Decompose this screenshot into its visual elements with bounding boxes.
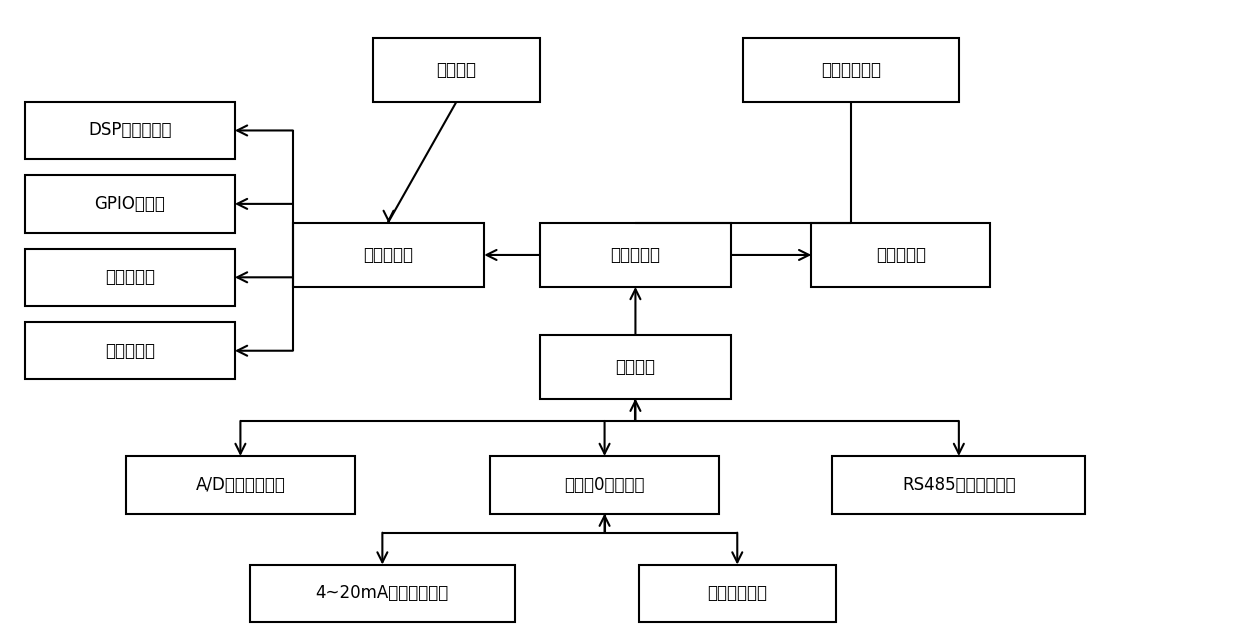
Text: 脉冲输出模块: 脉冲输出模块: [707, 584, 768, 602]
FancyBboxPatch shape: [249, 565, 515, 622]
Text: 主监控程序: 主监控程序: [610, 246, 661, 264]
FancyBboxPatch shape: [539, 335, 732, 399]
Text: DSP系统初始化: DSP系统初始化: [88, 122, 171, 140]
Text: 人机接口模块: 人机接口模块: [821, 61, 882, 79]
Text: 算法初始化: 算法初始化: [105, 342, 155, 360]
Text: RS485通讯中断模块: RS485通讯中断模块: [901, 476, 1016, 494]
Text: 4~20mA电流输出模块: 4~20mA电流输出模块: [316, 584, 449, 602]
FancyBboxPatch shape: [490, 456, 719, 513]
FancyBboxPatch shape: [25, 102, 234, 159]
Text: GPIO初始化: GPIO初始化: [94, 195, 165, 213]
FancyBboxPatch shape: [832, 456, 1085, 513]
FancyBboxPatch shape: [25, 249, 234, 306]
FancyBboxPatch shape: [539, 223, 732, 287]
FancyBboxPatch shape: [744, 38, 960, 102]
FancyBboxPatch shape: [126, 456, 355, 513]
FancyBboxPatch shape: [25, 175, 234, 232]
Text: 中断模块: 中断模块: [615, 357, 656, 375]
Text: 看门狗模块: 看门狗模块: [875, 246, 926, 264]
Text: 算法模块: 算法模块: [436, 61, 476, 79]
FancyBboxPatch shape: [639, 565, 836, 622]
FancyBboxPatch shape: [811, 223, 991, 287]
Text: 外设初始化: 外设初始化: [105, 269, 155, 287]
Text: A/D采样中断模块: A/D采样中断模块: [196, 476, 285, 494]
FancyBboxPatch shape: [293, 223, 484, 287]
FancyBboxPatch shape: [25, 322, 234, 379]
Text: 初始化模块: 初始化模块: [363, 246, 414, 264]
FancyBboxPatch shape: [373, 38, 539, 102]
Text: 定时器0中断模块: 定时器0中断模块: [564, 476, 645, 494]
